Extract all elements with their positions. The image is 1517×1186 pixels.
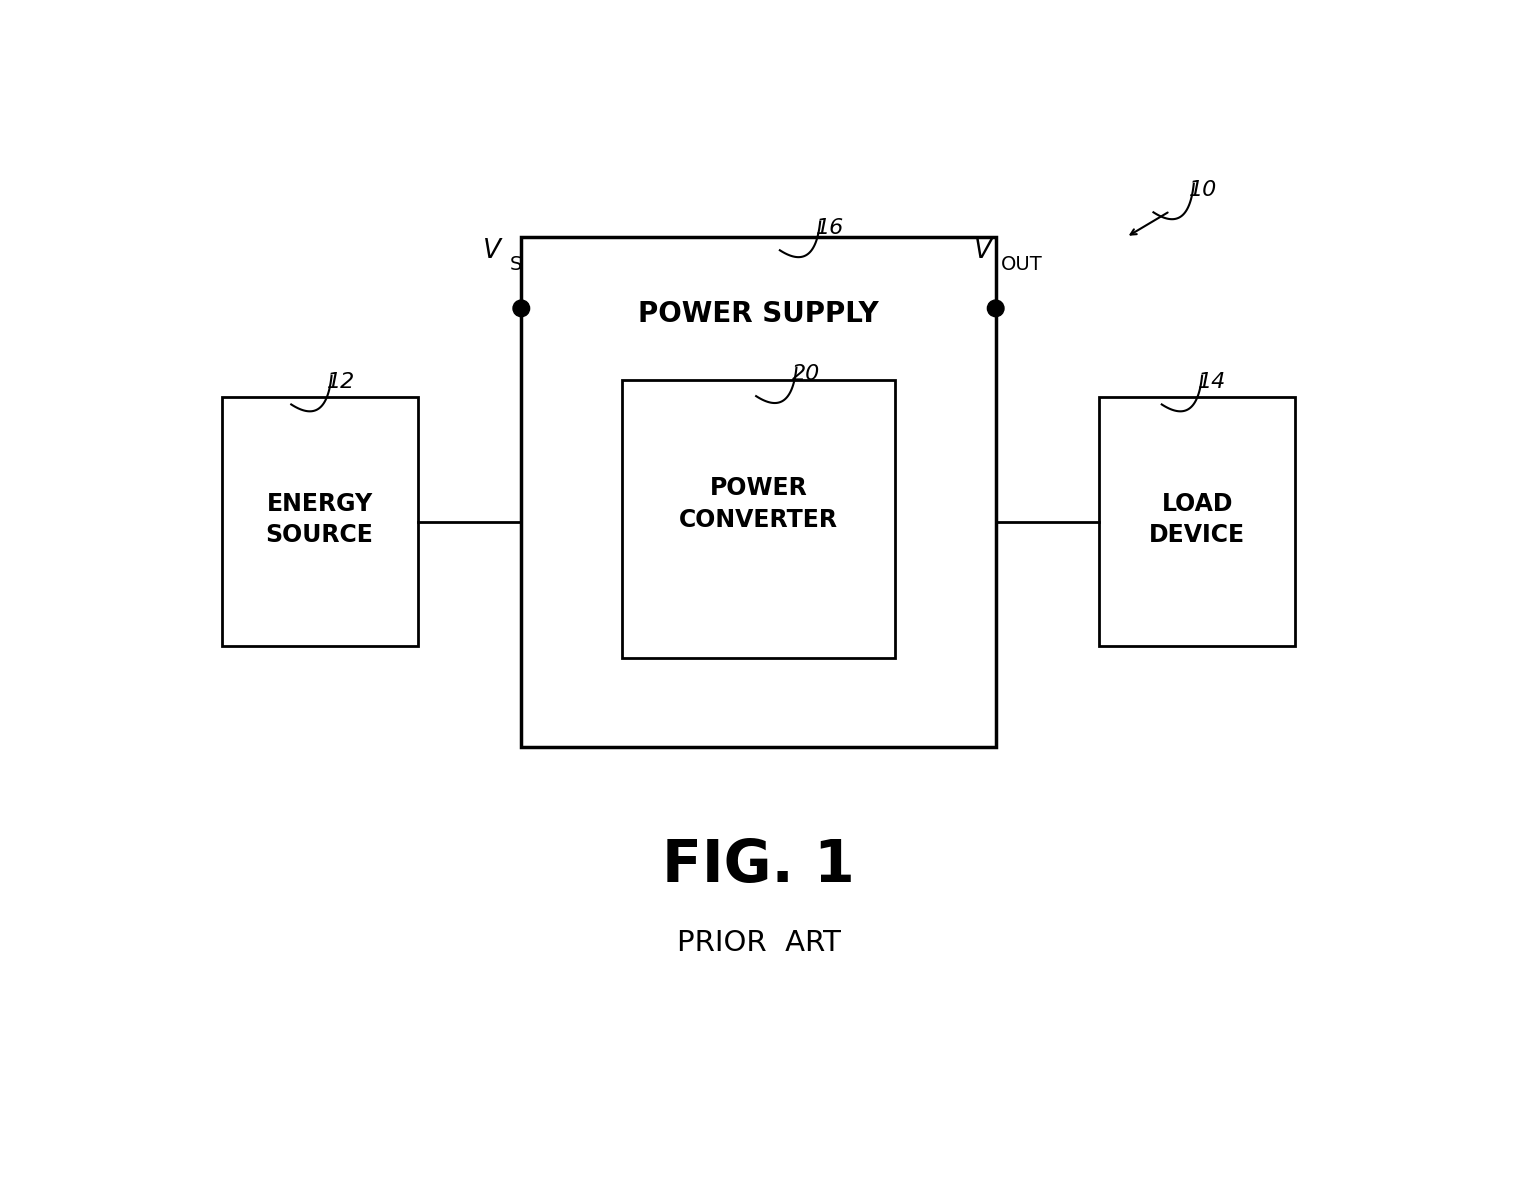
Text: 12: 12 xyxy=(326,372,355,391)
Text: OUT: OUT xyxy=(1000,255,1042,274)
Text: 10: 10 xyxy=(1189,180,1217,199)
FancyBboxPatch shape xyxy=(223,397,419,646)
Text: POWER SUPPLY: POWER SUPPLY xyxy=(639,300,878,329)
Text: ENERGY
SOURCE: ENERGY SOURCE xyxy=(265,492,373,547)
Text: LOAD
DEVICE: LOAD DEVICE xyxy=(1150,492,1245,547)
Text: V: V xyxy=(484,238,501,264)
FancyBboxPatch shape xyxy=(1098,397,1294,646)
Text: S: S xyxy=(510,255,522,274)
FancyBboxPatch shape xyxy=(622,380,895,658)
Text: V: V xyxy=(974,238,992,264)
Text: 16: 16 xyxy=(816,218,843,237)
Text: 14: 14 xyxy=(1197,372,1226,391)
Text: FIG. 1: FIG. 1 xyxy=(661,837,856,894)
Circle shape xyxy=(513,300,529,317)
Circle shape xyxy=(988,300,1004,317)
FancyBboxPatch shape xyxy=(522,237,995,747)
Text: POWER
CONVERTER: POWER CONVERTER xyxy=(680,477,837,531)
Text: 20: 20 xyxy=(792,364,821,383)
Text: PRIOR  ART: PRIOR ART xyxy=(677,929,840,957)
